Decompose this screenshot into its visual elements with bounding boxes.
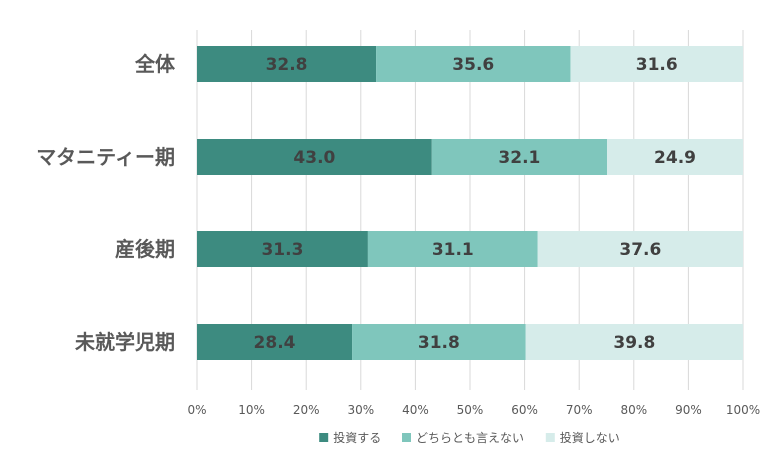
- data-label: 32.1: [498, 148, 540, 168]
- x-tick-label: 20%: [293, 403, 320, 417]
- data-label: 31.1: [432, 240, 474, 260]
- data-label: 31.8: [418, 333, 460, 353]
- bar-segment: [352, 324, 526, 360]
- x-axis-ticks: 0% 10% 20% 30% 40% 50% 60% 70% 80% 90% 100%: [187, 403, 760, 417]
- legend-swatch: [402, 433, 411, 442]
- data-label: 24.9: [654, 148, 696, 168]
- x-tick-label: 70%: [566, 403, 593, 417]
- x-tick-label: 10%: [238, 403, 265, 417]
- data-label: 35.6: [452, 55, 494, 75]
- x-tick-label: 0%: [187, 403, 206, 417]
- legend-label: どちらとも言えない: [416, 431, 524, 445]
- data-label: 43.0: [293, 148, 335, 168]
- bars: [197, 46, 743, 360]
- x-tick-label: 30%: [347, 403, 374, 417]
- bar-segment: [367, 231, 538, 267]
- legend: 投資する どちらとも言えない 投資しない: [319, 430, 620, 445]
- bar-segment: [570, 46, 743, 82]
- data-label: 31.3: [261, 240, 303, 260]
- x-tick-label: 90%: [675, 403, 702, 417]
- category-label: マタニティー期: [36, 145, 175, 169]
- legend-label: 投資しない: [560, 430, 620, 445]
- bar-segment: [197, 231, 368, 267]
- bar-segment: [197, 324, 353, 360]
- x-tick-label: 80%: [620, 403, 647, 417]
- x-tick-label: 40%: [402, 403, 429, 417]
- x-tick-label: 60%: [511, 403, 538, 417]
- x-tick-label: 100%: [726, 403, 760, 417]
- data-label: 28.4: [254, 333, 296, 353]
- data-labels: 32.8 35.6 31.6 43.0 32.1 24.9 31.3 31.1 37.6 28.4…: [254, 55, 696, 353]
- legend-swatch: [545, 433, 555, 442]
- category-label: 産後期: [115, 237, 175, 261]
- category-label: 全体: [134, 52, 176, 76]
- bar-segment: [431, 139, 608, 175]
- bar-segment: [525, 324, 743, 360]
- bar-segment: [197, 139, 432, 175]
- data-label: 31.6: [636, 55, 678, 75]
- x-tick-label: 50%: [457, 403, 484, 417]
- data-label: 37.6: [619, 240, 661, 260]
- legend-label: 投資する: [333, 430, 381, 445]
- bar-segment: [376, 46, 571, 82]
- data-label: 32.8: [266, 55, 308, 75]
- bar-segment: [537, 231, 743, 267]
- bar-segment: [607, 139, 743, 175]
- data-label: 39.8: [613, 333, 655, 353]
- legend-swatch: [319, 433, 329, 442]
- bar-segment: [197, 46, 377, 82]
- category-label: 未就学児期: [75, 330, 175, 354]
